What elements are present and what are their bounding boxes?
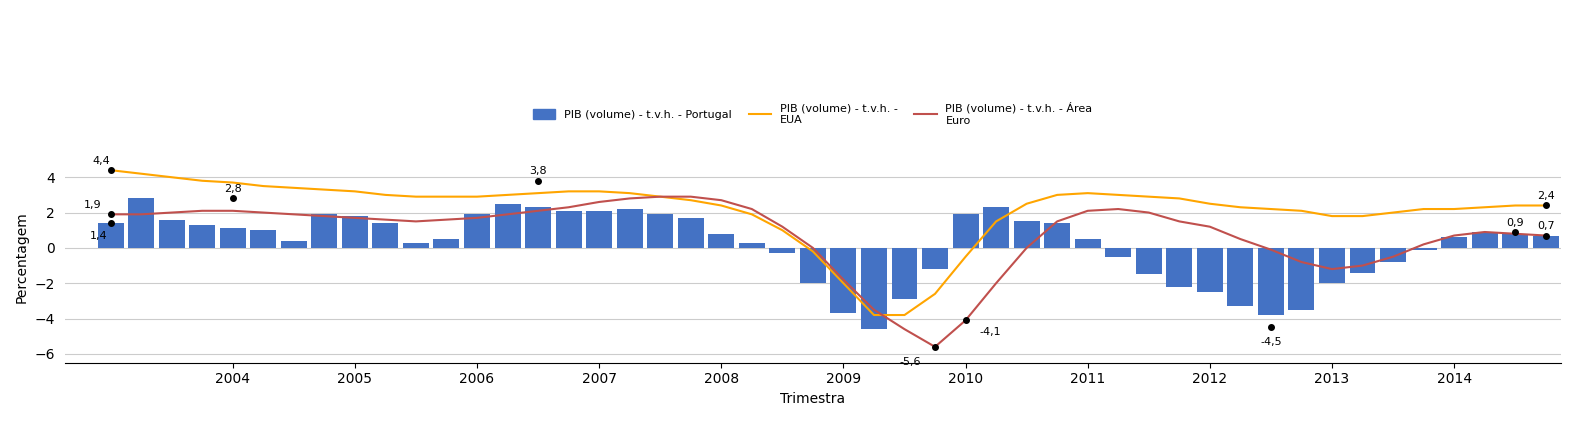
Bar <box>372 223 399 248</box>
Text: 2,4: 2,4 <box>1537 191 1554 201</box>
Bar <box>860 248 887 329</box>
Bar <box>403 242 429 248</box>
Bar <box>525 207 552 248</box>
Bar <box>159 220 184 248</box>
Bar <box>648 214 673 248</box>
Text: -4,5: -4,5 <box>1261 337 1281 347</box>
Bar <box>495 204 520 248</box>
Bar <box>983 207 1009 248</box>
Bar <box>219 229 246 248</box>
Y-axis label: Percentagem: Percentagem <box>16 211 28 303</box>
Bar <box>831 248 856 313</box>
Bar <box>1105 248 1132 257</box>
Bar <box>1045 223 1070 248</box>
Bar <box>463 214 490 248</box>
Bar <box>678 218 704 248</box>
Bar <box>1289 248 1314 310</box>
Text: 4,4: 4,4 <box>93 156 110 166</box>
Bar <box>1136 248 1162 274</box>
Bar <box>1228 248 1253 306</box>
Bar <box>1533 235 1559 248</box>
Bar <box>1381 248 1406 262</box>
Bar <box>616 209 643 248</box>
Bar <box>1166 248 1193 287</box>
Bar <box>1319 248 1344 283</box>
Text: 3,8: 3,8 <box>530 166 547 176</box>
Bar <box>189 225 216 248</box>
Text: -4,1: -4,1 <box>979 327 1001 336</box>
Bar <box>952 214 979 248</box>
Text: 1,4: 1,4 <box>90 231 107 241</box>
Bar <box>1075 239 1100 248</box>
X-axis label: Trimestra: Trimestra <box>780 392 845 406</box>
Bar <box>892 248 917 299</box>
Bar <box>1440 237 1467 248</box>
Bar <box>1349 248 1376 273</box>
Bar <box>433 239 460 248</box>
Bar <box>1472 232 1497 248</box>
Bar <box>708 234 734 248</box>
Text: 0,7: 0,7 <box>1537 221 1554 231</box>
Bar <box>1411 248 1437 250</box>
Bar <box>342 216 367 248</box>
Legend: PIB (volume) - t.v.h. - Portugal, PIB (volume) - t.v.h. -
EUA, PIB (volume) - t.: PIB (volume) - t.v.h. - Portugal, PIB (v… <box>528 97 1098 131</box>
Bar <box>586 211 611 248</box>
Text: 2,8: 2,8 <box>224 184 241 194</box>
Bar <box>251 230 276 248</box>
Bar <box>769 248 796 253</box>
Bar <box>312 214 337 248</box>
Bar <box>128 198 154 248</box>
Text: 0,9: 0,9 <box>1507 218 1524 228</box>
Bar <box>1502 234 1529 248</box>
Bar <box>1258 248 1284 315</box>
Bar <box>1196 248 1223 292</box>
Bar <box>922 248 949 269</box>
Bar <box>98 223 123 248</box>
Bar <box>281 241 307 248</box>
Text: 1,9: 1,9 <box>84 200 101 210</box>
Bar <box>801 248 826 283</box>
Bar <box>1013 221 1040 248</box>
Bar <box>556 211 582 248</box>
Text: -5,6: -5,6 <box>900 357 922 367</box>
Bar <box>739 242 764 248</box>
